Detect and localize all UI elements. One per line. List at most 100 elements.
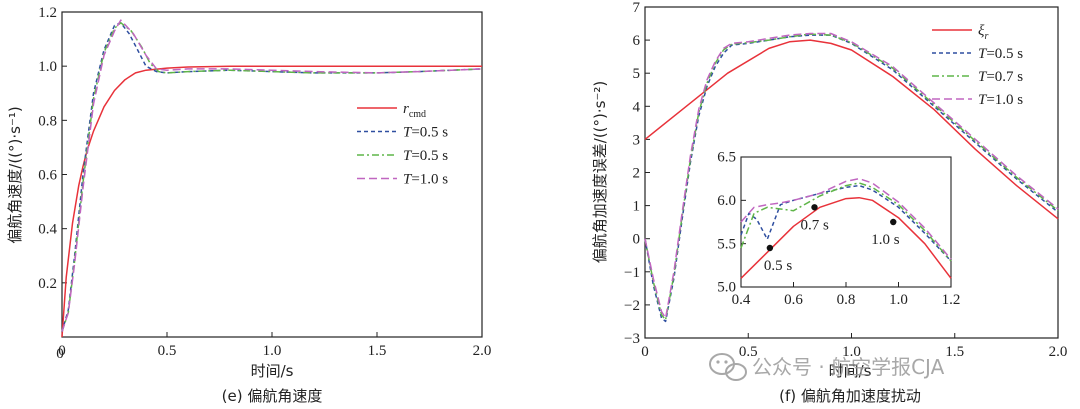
chart-yaw-rate: 0 0.5 1.0 1.5 2.00.20.40.60.81.01.20 rcmdT=0… bbox=[6, 5, 491, 405]
y-tick-label: 6.5 bbox=[717, 150, 736, 166]
legend-symbol: T bbox=[978, 92, 988, 108]
x-tick-label: 1.5 bbox=[368, 343, 387, 359]
x-tick-label: 2.0 bbox=[1049, 344, 1068, 360]
y-tick-label: 0 bbox=[633, 232, 641, 248]
watermark: 公众号 · 航空学报CJA bbox=[709, 353, 945, 381]
legend-symbol: T bbox=[978, 46, 988, 62]
y-tick-label: 6 bbox=[633, 33, 641, 49]
x-tick-label: 1.2 bbox=[942, 292, 961, 308]
y-tick-label: 1.0 bbox=[38, 59, 57, 75]
legend-entry: T=0.5 s bbox=[403, 148, 448, 164]
series-line-red bbox=[61, 65, 482, 338]
legend-value: =0.5 s bbox=[411, 125, 448, 141]
y-tick-label: 0.4 bbox=[38, 222, 57, 238]
x-axis-label: 时间/s bbox=[251, 362, 294, 380]
series-line-blue bbox=[61, 22, 483, 332]
inset-series-line-red bbox=[740, 196, 952, 279]
legend-symbol: T bbox=[403, 172, 413, 188]
legend-subscript: r bbox=[984, 31, 988, 42]
legend-value: =0.5 s bbox=[986, 46, 1023, 62]
x-tick-label: 0.8 bbox=[837, 292, 856, 308]
legend-entry: rcmd bbox=[403, 101, 426, 120]
inset-series-line-purple bbox=[740, 177, 952, 260]
y-tick-label: 5 bbox=[633, 66, 641, 82]
y-tick-label: 0.6 bbox=[38, 167, 57, 183]
legend-value: =0.5 s bbox=[411, 148, 448, 164]
series-line-green bbox=[61, 22, 483, 332]
x-tick-label: 1.5 bbox=[945, 344, 964, 360]
legend-entry: T=0.5 s bbox=[978, 46, 1023, 62]
legend-entry: T=1.0 s bbox=[403, 172, 448, 188]
x-axis-label: 时间/s bbox=[829, 362, 872, 380]
y-axis-label: 偏航角速度/((°)·s⁻¹) bbox=[6, 106, 24, 243]
series-line-red bbox=[644, 39, 1059, 220]
inset-series-layer bbox=[740, 177, 952, 279]
inset-marker-dot bbox=[890, 218, 897, 226]
x-tick-label: 2.0 bbox=[473, 343, 492, 359]
inset-series-line-green bbox=[740, 182, 952, 262]
legend-entry: ξr bbox=[978, 23, 988, 42]
inset-zoom-plot: 0.4 0.6 0.8 1.0 1.2 5.0 5.5 6.0 6.5 0.5 s 0.7 s 1.… bbox=[717, 150, 960, 308]
chart-caption: (e) 偏航角速度 bbox=[222, 387, 323, 405]
x-tick-label: 0.5 bbox=[739, 344, 758, 360]
y-tick-label: 5.0 bbox=[717, 280, 736, 296]
y-tick-label: −3 bbox=[624, 331, 640, 347]
legend-value: =0.7 s bbox=[986, 69, 1023, 85]
inset-marker-dot bbox=[811, 204, 818, 211]
inset-marker-label: 0.7 s bbox=[801, 217, 830, 233]
inset-marker-label: 0.5 s bbox=[764, 258, 793, 274]
series-layer bbox=[61, 19, 483, 338]
x-tick-label: 0.5 bbox=[158, 343, 177, 359]
y-tick-label: 1.2 bbox=[38, 5, 57, 21]
legend-entry: T=0.5 s bbox=[403, 125, 448, 141]
series-layer bbox=[644, 32, 1059, 323]
series-line-green bbox=[644, 33, 1059, 321]
legend-symbol: ξ bbox=[978, 23, 985, 39]
wechat-logo-icon bbox=[709, 353, 747, 381]
y-axis-label: 偏航角加速度误差/((°)·s⁻²) bbox=[591, 81, 609, 263]
x-tick-label: 1.0 bbox=[842, 344, 861, 360]
tick-layer: 0 0.5 1.0 1.5 2.0 −3 −2 −1 0 1 2 3 4 5 6 7 bbox=[624, 0, 1067, 360]
legend-entry: T=1.0 s bbox=[978, 92, 1023, 108]
origin-label: 0 bbox=[56, 346, 64, 362]
x-tick-label: 1.0 bbox=[889, 292, 908, 308]
tick-layer: 0 0.5 1.0 1.5 2.00.20.40.60.81.01.20 bbox=[38, 5, 491, 362]
legend-symbol: r bbox=[403, 101, 409, 117]
y-tick-label: 4 bbox=[633, 99, 641, 115]
series-line-purple bbox=[644, 32, 1059, 319]
inset-frame bbox=[740, 156, 952, 288]
legend: ξrT=0.5 sT=0.7 sT=1.0 s bbox=[932, 23, 1023, 108]
y-tick-label: 5.5 bbox=[717, 236, 736, 252]
legend-subscript: cmd bbox=[409, 109, 426, 120]
inset-marker-label: 1.0 s bbox=[871, 232, 900, 248]
x-tick-label: 1.0 bbox=[263, 343, 282, 359]
legend-entry: T=0.7 s bbox=[978, 69, 1023, 85]
y-tick-label: −2 bbox=[624, 298, 640, 314]
legend-value: =1.0 s bbox=[411, 172, 448, 188]
chart-caption: (f) 偏航角加速度扰动 bbox=[779, 387, 921, 405]
x-tick-label: 0.6 bbox=[784, 292, 803, 308]
y-tick-label: 6.0 bbox=[717, 193, 736, 209]
y-tick-label: 1 bbox=[633, 199, 641, 215]
x-tick-label: 0 bbox=[641, 344, 649, 360]
y-tick-label: 0.2 bbox=[38, 276, 57, 292]
inset-markers: 0.5 s 0.7 s 1.0 s bbox=[764, 204, 900, 274]
series-line-purple bbox=[61, 19, 483, 332]
y-tick-label: 3 bbox=[633, 132, 641, 148]
legend-symbol: T bbox=[403, 148, 413, 164]
y-tick-label: −1 bbox=[624, 265, 640, 281]
inset-tick-layer: 0.4 0.6 0.8 1.0 1.2 5.0 5.5 6.0 6.5 bbox=[717, 150, 960, 308]
inset-marker-dot bbox=[766, 244, 774, 252]
watermark-text: 公众号 · 航空学报CJA bbox=[752, 355, 945, 379]
x-tick-label: 0 bbox=[58, 343, 66, 359]
y-tick-label: 0.8 bbox=[38, 113, 57, 129]
y-tick-label: 2 bbox=[633, 165, 641, 181]
y-tick-label: 7 bbox=[633, 0, 641, 16]
legend-symbol: T bbox=[978, 69, 988, 85]
x-tick-label: 0.4 bbox=[732, 292, 751, 308]
legend-symbol: T bbox=[403, 125, 413, 141]
legend-value: =1.0 s bbox=[986, 92, 1023, 108]
